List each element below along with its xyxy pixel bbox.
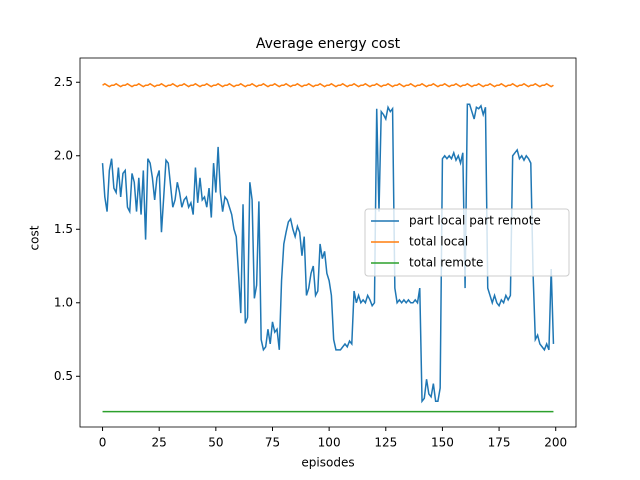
y-tick-label: 1.5 [54,222,73,236]
x-tick-label: 150 [431,436,454,450]
y-tick-label: 1.0 [54,295,73,309]
x-axis-label: episodes [301,456,354,470]
x-tick-label: 125 [374,436,397,450]
plot-frame [79,57,577,428]
y-tick-label: 2.5 [54,75,73,89]
legend-label: total remote [409,256,483,270]
y-axis-label: cost [28,225,42,250]
y-tick-label: 0.5 [54,369,73,383]
legend-box [364,208,570,277]
legend-label: total local [409,235,468,249]
series-line [102,82,554,88]
x-tick-label: 175 [488,436,511,450]
x-tick-label: 0 [99,436,107,450]
x-tick-label: 50 [208,436,223,450]
x-tick-label: 75 [265,436,280,450]
x-tick-label: 200 [544,436,567,450]
x-tick-label: 100 [318,436,341,450]
legend-label: part local part remote [409,214,541,228]
series-line [101,103,555,404]
x-tick-label: 25 [152,436,167,450]
chart-title: Average energy cost [256,36,401,52]
y-tick-label: 2.0 [54,148,73,162]
